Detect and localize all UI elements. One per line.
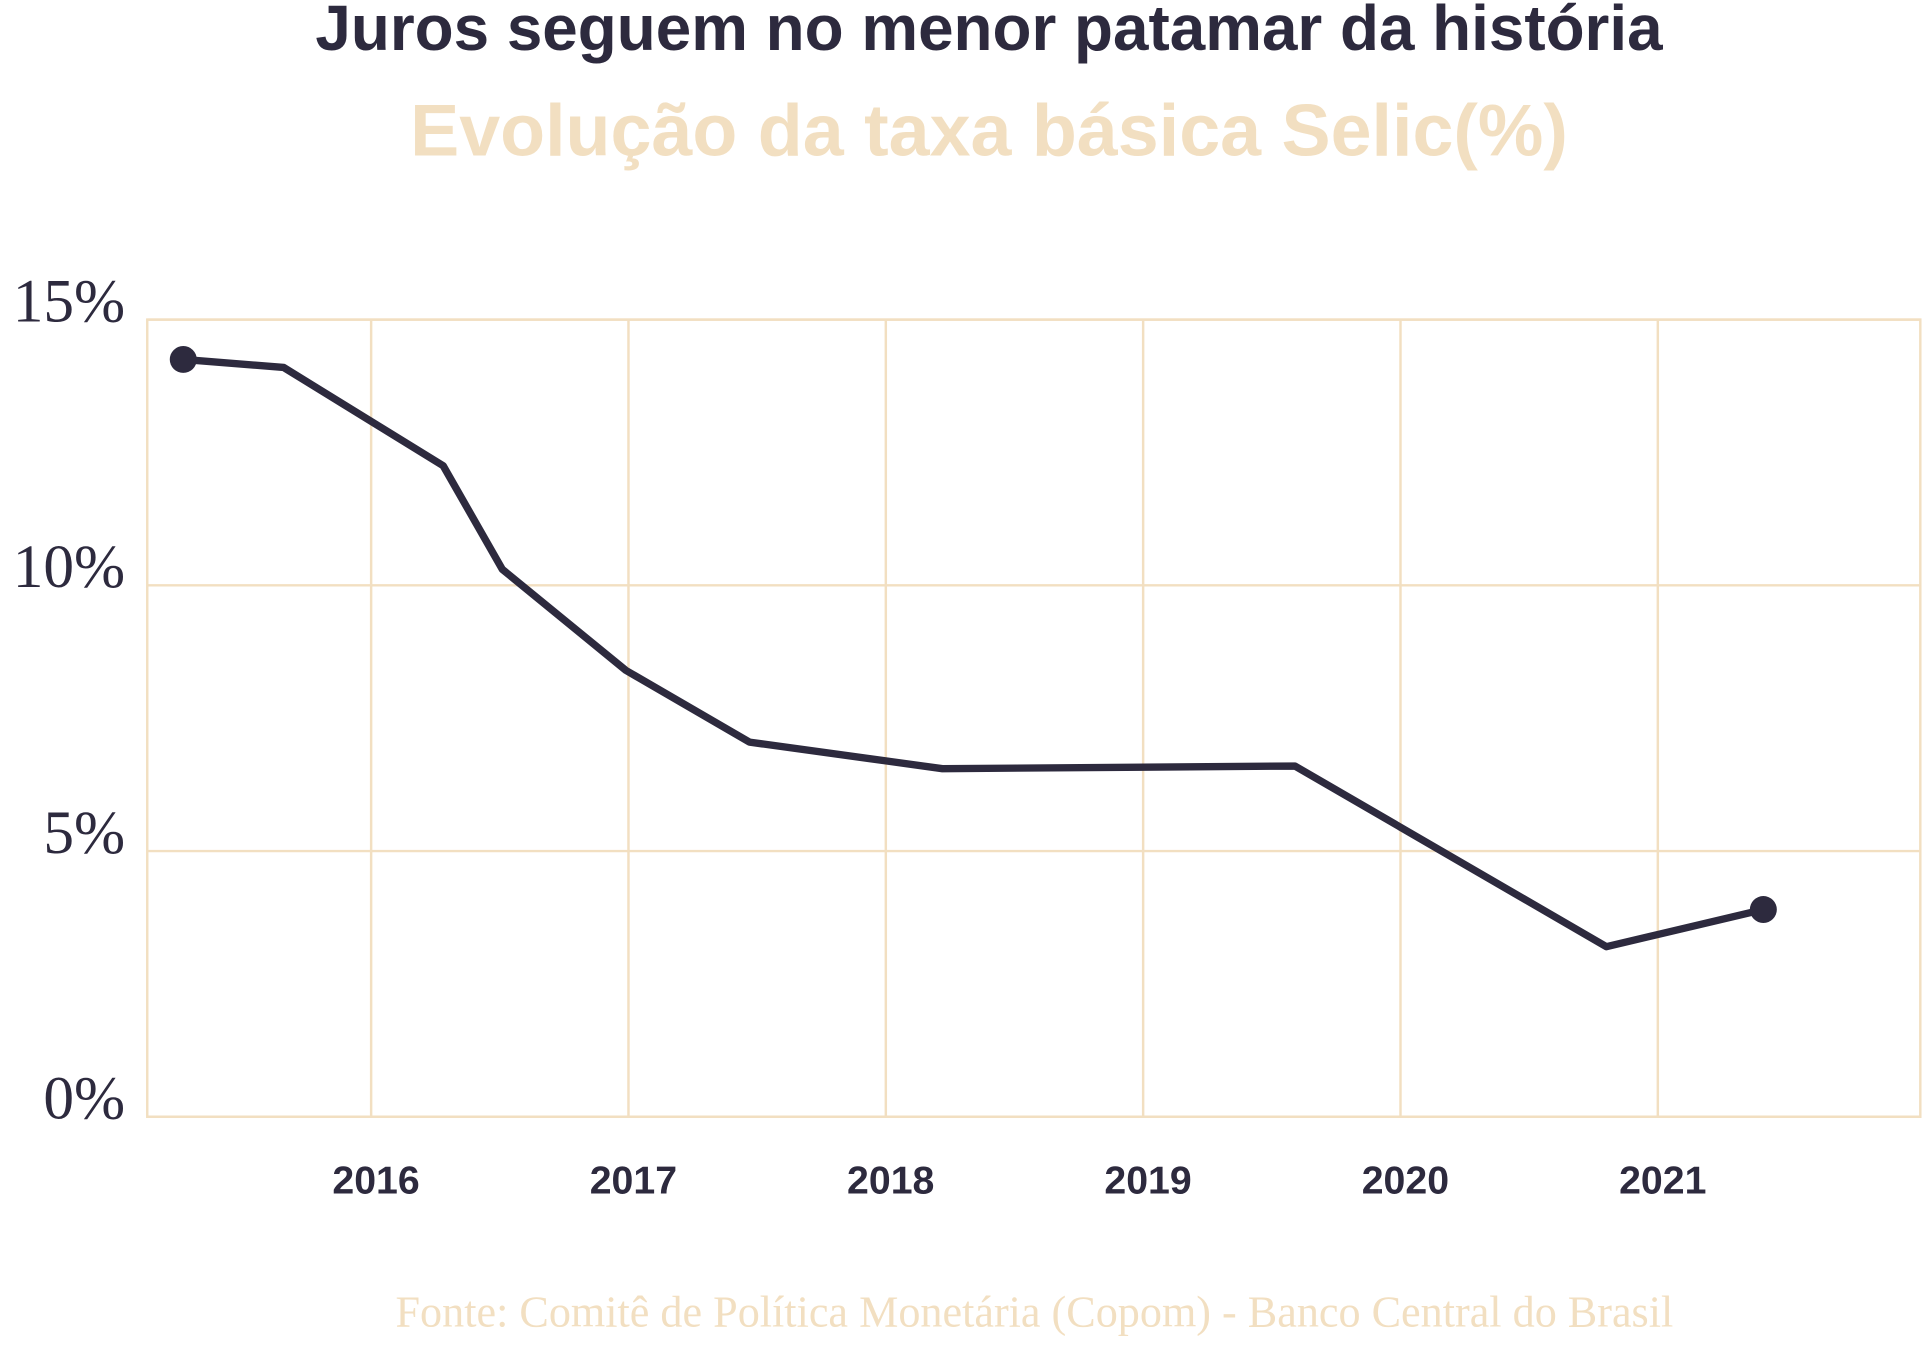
chart-title: Juros seguem no menor patamar da históri… [315,0,1663,64]
data-line [182,355,1765,951]
y-tick-label: 15% [13,267,125,335]
chart-subtitle: Evolução da taxa básica Selic(%) [410,88,1568,171]
plot-frame [146,318,1922,1119]
y-tick-label: 0% [43,1065,125,1133]
x-tick-label: 2017 [590,1158,677,1202]
x-tick-label: 2019 [1104,1158,1191,1202]
end-point [1749,896,1777,923]
x-tick-label: 2018 [847,1158,934,1202]
source-note: Fonte: Comitê de Política Monetária (Cop… [396,1288,1674,1337]
x-tick-label: 2020 [1362,1158,1449,1202]
y-tick-label: 5% [43,799,125,867]
y-tick-label: 10% [13,533,125,601]
x-tick-label: 2016 [332,1158,419,1202]
x-tick-label: 2021 [1619,1158,1706,1202]
end-point [169,345,197,373]
